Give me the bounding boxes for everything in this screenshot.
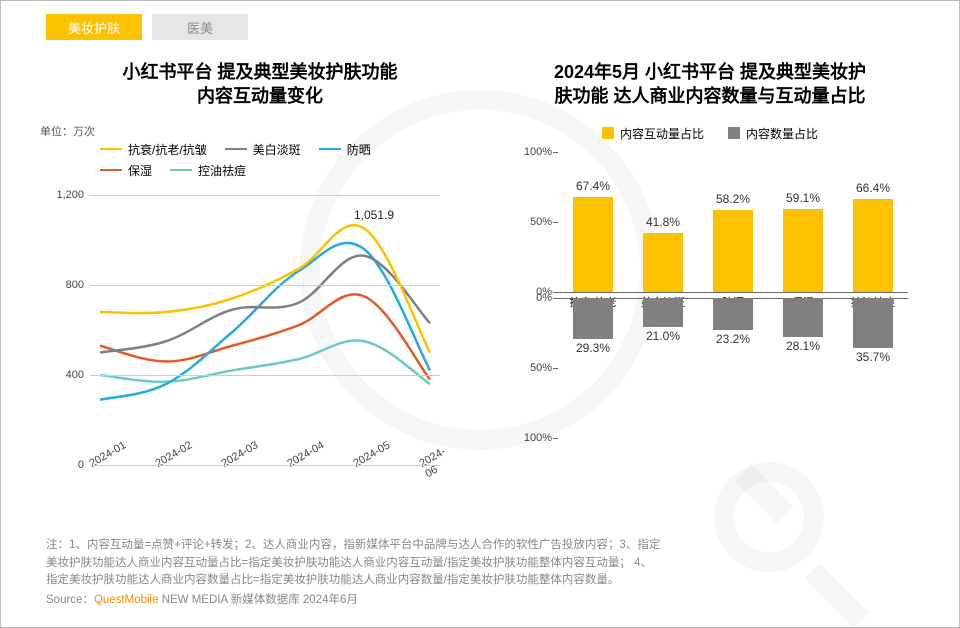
gridline [90,465,440,466]
y-tick-label: 800 [66,279,84,291]
legend-item: 控油祛痘 [170,162,246,179]
gridline [90,375,440,376]
y-tick-label: 1,200 [56,189,84,201]
bar-value-label: 35.7% [856,350,890,364]
legend-item: 保湿 [100,162,152,179]
x-axis-ticks: 2024-012024-022024-032024-042024-052024-… [90,447,440,487]
note-line-3: 指定美妆护肤功能达人商业内容数量占比=指定美妆护肤功能达人商业内容数量/指定美妆… [46,572,924,590]
bar-value-label: 28.1% [786,339,820,353]
gridline [90,195,440,196]
legend-dash [319,148,341,151]
bar [713,210,753,291]
legend-swatch [602,127,614,139]
legend-item: 防晒 [319,141,371,158]
bar-ytick-mark [553,292,558,293]
bar-panel-bottom: 0%50%100%29.3%21.0%23.2%28.1%35.7% [512,298,912,448]
y-tick-label: 400 [66,369,84,381]
note-line-2: 美妆护肤功能达人商业内容互动量占比=指定美妆护肤功能达人商业内容互动量/指定美妆… [46,555,924,573]
right-title: 2024年5月 小红书平台 提及典型美妆护 肤功能 达人商业内容数量与互动量占比 [500,60,920,109]
bar-plot-top: 0%50%100%67.4%抗衰/抗老/抗皱41.8%美白淡斑58.2%防晒59… [558,152,908,292]
bar [853,298,893,348]
legend-swatch [728,127,740,139]
legend-dash [100,169,122,172]
bar-ytick-label: 100% [524,146,552,158]
bar-ytick-mark [553,368,558,369]
bar-panel-top: 0%50%100%67.4%抗衰/抗老/抗皱41.8%美白淡斑58.2%防晒59… [512,152,912,302]
note-line-1: 注：1、内容互动量=点赞+评论+转发；2、达人商业内容，指新媒体平台中品牌与达人… [46,537,924,555]
x-tick-label: 2024-06 [417,445,453,480]
bar [643,233,683,292]
series-line-oil [100,340,430,383]
legend-label: 防晒 [347,141,371,158]
line-legend: 抗衰/抗老/抗皱 美白淡斑 防晒保湿 控油祛痘 [100,141,400,179]
legend-label: 美白淡斑 [253,141,301,158]
footnotes: 注：1、内容互动量=点赞+评论+转发；2、达人商业内容，指新媒体平台中品牌与达人… [46,537,924,610]
legend-item: 美白淡斑 [225,141,301,158]
tab-beauty[interactable]: 美妆护肤 [46,14,142,40]
legend-label: 内容数量占比 [746,125,818,142]
left-title: 小红书平台 提及典型美妆护肤功能 内容互动量变化 [40,60,480,109]
legend-dash [100,148,122,151]
series-line-anti [100,225,430,352]
left-title-line1: 小红书平台 提及典型美妆护肤功能 [40,60,480,84]
bar-ytick-label: 0% [536,292,552,304]
bar-plot-bottom: 0%50%100%29.3%21.0%23.2%28.1%35.7% [558,298,908,438]
source-prefix: Source： [46,594,94,606]
bar-ytick-label: 50% [530,216,552,228]
y-tick-label: 0 [78,459,84,471]
source-suffix: NEW MEDIA 新媒体数据库 2024年6月 [159,594,358,606]
unit-label: 单位：万次 [40,123,480,139]
legend-label: 内容互动量占比 [620,125,704,142]
bar [643,298,683,327]
left-panel: 小红书平台 提及典型美妆护肤功能 内容互动量变化 单位：万次 抗衰/抗老/抗皱 美… [40,60,480,515]
line-svg [90,195,440,465]
bar-ytick-label: 50% [530,362,552,374]
legend-item: 抗衰/抗老/抗皱 [100,141,207,158]
bar-value-label: 58.2% [716,192,750,206]
bar-ytick-label: 100% [524,432,552,444]
left-title-line2: 内容互动量变化 [40,84,480,108]
legend-label: 抗衰/抗老/抗皱 [128,141,207,158]
bar-value-label: 66.4% [856,181,890,195]
bar [783,209,823,292]
source-line: Source：QuestMobile NEW MEDIA 新媒体数据库 2024… [46,592,924,610]
line-plot-area: 2024-012024-022024-032024-042024-052024-… [90,195,440,465]
line-chart: 2024-012024-022024-032024-042024-052024-… [40,185,460,515]
bar-ytick-mark [553,152,558,153]
bar-ytick-mark [553,298,558,299]
legend-label: 保湿 [128,162,152,179]
bar-legend-item: 内容互动量占比 [602,125,704,142]
bar-value-label: 59.1% [786,191,820,205]
legend-label: 控油祛痘 [198,162,246,179]
bar [853,199,893,292]
bar-value-label: 21.0% [646,329,680,343]
bar [573,298,613,339]
bar [713,298,753,330]
gridline [90,285,440,286]
bar-value-label: 67.4% [576,179,610,193]
bar-value-label: 29.3% [576,341,610,355]
series-line-sun [100,242,430,399]
bar-baseline [558,292,908,293]
bar-ytick-mark [553,438,558,439]
tab-medical-beauty[interactable]: 医美 [152,14,248,40]
legend-dash [170,169,192,172]
bar [573,197,613,291]
right-panel: 2024年5月 小红书平台 提及典型美妆护 肤功能 达人商业内容数量与互动量占比… [500,60,920,448]
tab-bar: 美妆护肤 医美 [46,14,248,40]
bar [783,298,823,337]
bar-legend-item: 内容数量占比 [728,125,818,142]
right-title-line1: 2024年5月 小红书平台 提及典型美妆护 [500,60,920,84]
bar-value-label: 23.2% [716,332,750,346]
legend-dash [225,148,247,151]
source-brand: QuestMobile [94,594,159,606]
bar-legend: 内容互动量占比 内容数量占比 [500,125,920,142]
right-title-line2: 肤功能 达人商业内容数量与互动量占比 [500,84,920,108]
bar-value-label: 41.8% [646,215,680,229]
bar-ytick-mark [553,222,558,223]
peak-value-label: 1,051.9 [354,208,394,222]
